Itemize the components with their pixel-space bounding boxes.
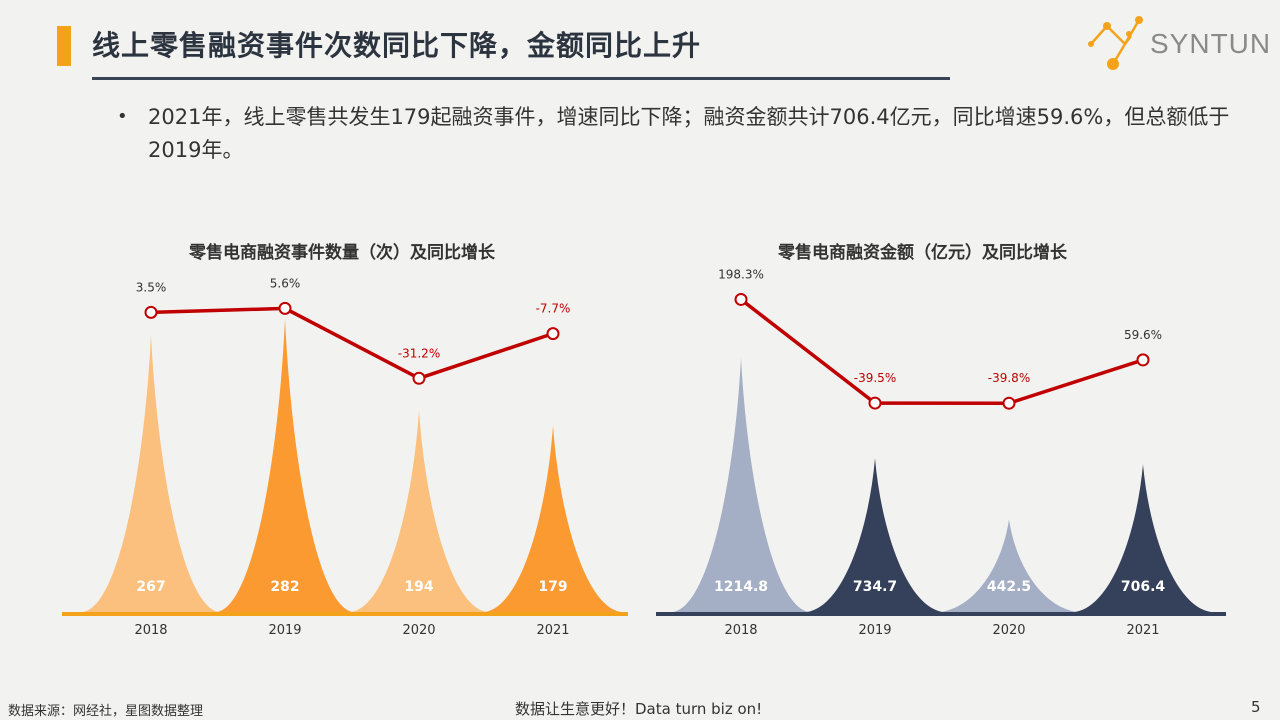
title-underline bbox=[92, 77, 950, 80]
growth-line-count bbox=[150, 306, 554, 381]
growth-label-count-2019: 5.6% bbox=[270, 276, 301, 290]
category-label-count-2018: 2018 bbox=[134, 623, 167, 638]
growth-line-amount bbox=[739, 298, 1144, 405]
bar-amount-2020 bbox=[941, 519, 1077, 612]
value-label-amount-2020: 442.5 bbox=[987, 579, 1031, 595]
syntun-logo-icon bbox=[1088, 16, 1143, 70]
category-label-amount-2020: 2020 bbox=[992, 623, 1025, 638]
x-axis-count bbox=[62, 612, 628, 616]
bar-count-2019 bbox=[217, 318, 353, 612]
bar-amount-2019 bbox=[807, 458, 943, 612]
growth-point-amount-2020 bbox=[1002, 396, 1016, 410]
bar-amount-2021 bbox=[1075, 464, 1211, 612]
category-label-amount-2021: 2021 bbox=[1126, 623, 1159, 638]
logo-text: SYNTUN bbox=[1150, 28, 1272, 59]
bar-count-2018 bbox=[83, 334, 219, 612]
growth-label-count-2020: -31.2% bbox=[398, 346, 440, 360]
x-axis-amount bbox=[656, 612, 1226, 616]
growth-point-count-2021 bbox=[546, 327, 560, 341]
growth-point-amount-2019 bbox=[868, 396, 882, 410]
category-label-count-2019: 2019 bbox=[268, 623, 301, 638]
category-label-amount-2018: 2018 bbox=[724, 623, 757, 638]
bar-count-2020 bbox=[351, 410, 487, 612]
growth-label-amount-2020: -39.8% bbox=[988, 371, 1030, 385]
page-title: 线上零售融资事件次数同比下降，金额同比上升 bbox=[92, 29, 702, 62]
chart-title-count: 零售电商融资事件数量（次）及同比增长 bbox=[189, 243, 495, 263]
bar-count-2021 bbox=[485, 425, 621, 612]
category-label-amount-2019: 2019 bbox=[858, 623, 891, 638]
value-label-amount-2021: 706.4 bbox=[1121, 579, 1166, 595]
category-label-count-2021: 2021 bbox=[536, 623, 569, 638]
title-accent-bar bbox=[57, 26, 71, 66]
page-number: 5 bbox=[1251, 698, 1261, 716]
growth-point-count-2020 bbox=[412, 371, 426, 385]
chart-title-amount: 零售电商融资金额（亿元）及同比增长 bbox=[778, 243, 1067, 263]
growth-point-count-2018 bbox=[144, 305, 158, 319]
growth-label-amount-2018: 198.3% bbox=[718, 267, 764, 281]
growth-point-amount-2021 bbox=[1136, 353, 1150, 367]
value-label-amount-2019: 734.7 bbox=[853, 579, 897, 595]
value-label-amount-2018: 1214.8 bbox=[714, 579, 768, 595]
value-label-count-2021: 179 bbox=[538, 579, 567, 595]
data-source: 数据来源：网经社，星图数据整理 bbox=[8, 704, 204, 719]
bullet-marker: • bbox=[117, 106, 128, 127]
growth-label-amount-2021: 59.6% bbox=[1124, 328, 1162, 342]
growth-label-count-2021: -7.7% bbox=[536, 302, 571, 316]
growth-point-count-2019 bbox=[278, 301, 292, 315]
growth-label-amount-2019: -39.5% bbox=[854, 371, 896, 385]
value-label-count-2019: 282 bbox=[270, 579, 299, 595]
slogan: 数据让生意更好！Data turn biz on! bbox=[515, 700, 763, 718]
value-label-count-2020: 194 bbox=[404, 579, 433, 595]
category-label-count-2020: 2020 bbox=[402, 623, 435, 638]
growth-point-amount-2018 bbox=[734, 292, 748, 306]
growth-label-count-2018: 3.5% bbox=[136, 280, 167, 294]
bar-amount-2018 bbox=[673, 357, 809, 612]
summary-text: 2021年，线上零售共发生179起融资事件，增速同比下降；融资金额共计706.4… bbox=[148, 105, 1230, 162]
value-label-count-2018: 267 bbox=[136, 579, 165, 595]
